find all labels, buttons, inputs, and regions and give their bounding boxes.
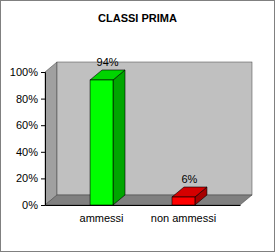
bar-side: [113, 70, 125, 205]
y-tick-mark: [41, 72, 45, 73]
side-wall: [45, 62, 57, 205]
bar-3d: [172, 187, 207, 205]
x-tick: non ammessi: [151, 205, 216, 224]
y-tick-mark: [41, 178, 45, 179]
chart: 0% 20% 40% 60% 80% 100% ammessi non ammessi 94% 6…: [0, 0, 275, 252]
x-tick-label: ammessi: [80, 212, 124, 224]
y-axis: 0% 20% 40% 60% 80% 100%: [10, 66, 46, 211]
bar-top: [90, 70, 125, 80]
data-label: 6%: [182, 173, 198, 185]
y-tick-mark: [41, 152, 45, 153]
y-tick-label: 40%: [16, 146, 38, 158]
x-axis-line: [46, 205, 241, 206]
x-axis: ammessi non ammessi: [46, 205, 241, 224]
bar: [172, 197, 195, 205]
y-tick-label: 100%: [10, 66, 38, 78]
bar-top: [172, 187, 207, 197]
bar: [90, 80, 113, 205]
y-tick-mark: [41, 99, 45, 100]
y-tick: 100%: [10, 66, 45, 78]
bars: [90, 70, 207, 205]
y-tick: 20%: [16, 172, 45, 184]
y-tick-mark: [41, 205, 45, 206]
floor: [45, 195, 252, 205]
bar-3d: [90, 70, 125, 205]
y-tick-label: 60%: [16, 119, 38, 131]
y-tick-mark: [41, 125, 45, 126]
y-tick-label: 0%: [22, 199, 38, 211]
y-tick: 0%: [22, 199, 45, 211]
y-tick: 60%: [16, 119, 45, 131]
data-label: 94%: [97, 56, 119, 68]
back-wall: [57, 62, 252, 195]
title: CLASSI PRIMA: [98, 12, 177, 24]
x-tick-label: non ammessi: [151, 212, 216, 224]
x-tick: ammessi: [80, 205, 124, 224]
y-tick: 40%: [16, 146, 45, 158]
frame: [1, 1, 275, 252]
y-tick: 80%: [16, 93, 45, 105]
y-tick-label: 20%: [16, 172, 38, 184]
y-axis-line: [41, 73, 46, 206]
y-tick-label: 80%: [16, 93, 38, 105]
